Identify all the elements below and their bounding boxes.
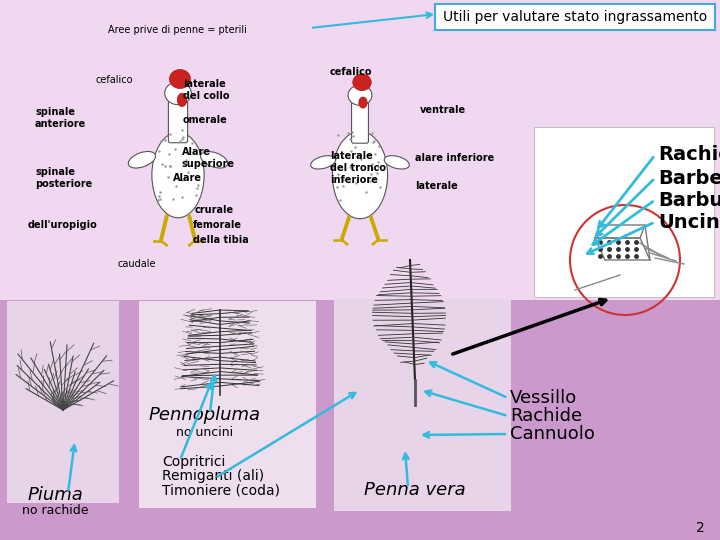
Text: Cannuolo: Cannuolo	[510, 425, 595, 443]
Ellipse shape	[200, 151, 228, 168]
Ellipse shape	[353, 74, 372, 91]
Text: Aree prive di penne = pterili: Aree prive di penne = pterili	[108, 25, 247, 35]
Text: dell'uropigio: dell'uropigio	[28, 220, 98, 230]
Ellipse shape	[169, 70, 191, 89]
Ellipse shape	[128, 151, 156, 168]
Text: Alare: Alare	[173, 173, 202, 183]
Text: laterale
del tronco
inferiore: laterale del tronco inferiore	[330, 151, 386, 185]
Text: della tibia: della tibia	[193, 235, 248, 245]
Text: alare inferiore: alare inferiore	[415, 153, 494, 163]
Text: Vessillo: Vessillo	[510, 389, 577, 407]
Text: spinale
anteriore: spinale anteriore	[35, 107, 86, 129]
Text: Utili per valutare stato ingrassamento: Utili per valutare stato ingrassamento	[443, 10, 707, 24]
Ellipse shape	[333, 131, 387, 219]
Text: laterale: laterale	[415, 181, 458, 191]
Ellipse shape	[348, 85, 372, 105]
FancyBboxPatch shape	[0, 0, 720, 300]
Ellipse shape	[384, 156, 410, 169]
Ellipse shape	[165, 82, 192, 105]
FancyBboxPatch shape	[168, 101, 188, 143]
Text: cefalico: cefalico	[330, 67, 372, 77]
Text: ventrale: ventrale	[420, 105, 466, 115]
Text: cefalico: cefalico	[95, 75, 132, 85]
Text: no rachide: no rachide	[22, 504, 89, 517]
Text: 2: 2	[696, 521, 704, 535]
Text: Remiganti (ali): Remiganti (ali)	[162, 469, 264, 483]
Text: laterale
del collo: laterale del collo	[183, 79, 230, 101]
Text: femorale: femorale	[193, 220, 242, 230]
Text: Uncini: Uncini	[658, 213, 720, 232]
Text: crurale: crurale	[195, 205, 234, 215]
Text: Timoniere (coda): Timoniere (coda)	[162, 483, 280, 497]
FancyBboxPatch shape	[139, 301, 316, 508]
Text: spinale
posteriore: spinale posteriore	[35, 167, 92, 189]
FancyBboxPatch shape	[435, 4, 715, 30]
FancyBboxPatch shape	[334, 299, 511, 511]
Ellipse shape	[177, 93, 186, 106]
FancyBboxPatch shape	[351, 103, 369, 143]
Ellipse shape	[152, 132, 204, 218]
Text: Copritrici: Copritrici	[162, 455, 225, 469]
Text: Alare
superiore: Alare superiore	[182, 147, 235, 169]
Text: caudale: caudale	[118, 259, 156, 269]
FancyBboxPatch shape	[0, 300, 720, 540]
Ellipse shape	[359, 97, 367, 108]
Text: Barbule: Barbule	[658, 191, 720, 210]
Text: Rachide: Rachide	[658, 145, 720, 165]
Text: Pennopluma: Pennopluma	[149, 406, 261, 424]
Text: no uncini: no uncini	[176, 426, 233, 438]
Text: Penna vera: Penna vera	[364, 481, 466, 499]
Text: Rachide: Rachide	[510, 407, 582, 425]
FancyBboxPatch shape	[7, 301, 119, 503]
Text: omerale: omerale	[183, 115, 228, 125]
Text: Barbe: Barbe	[658, 168, 720, 187]
Text: Piuma: Piuma	[27, 486, 83, 504]
FancyBboxPatch shape	[534, 127, 714, 297]
Ellipse shape	[310, 156, 336, 169]
